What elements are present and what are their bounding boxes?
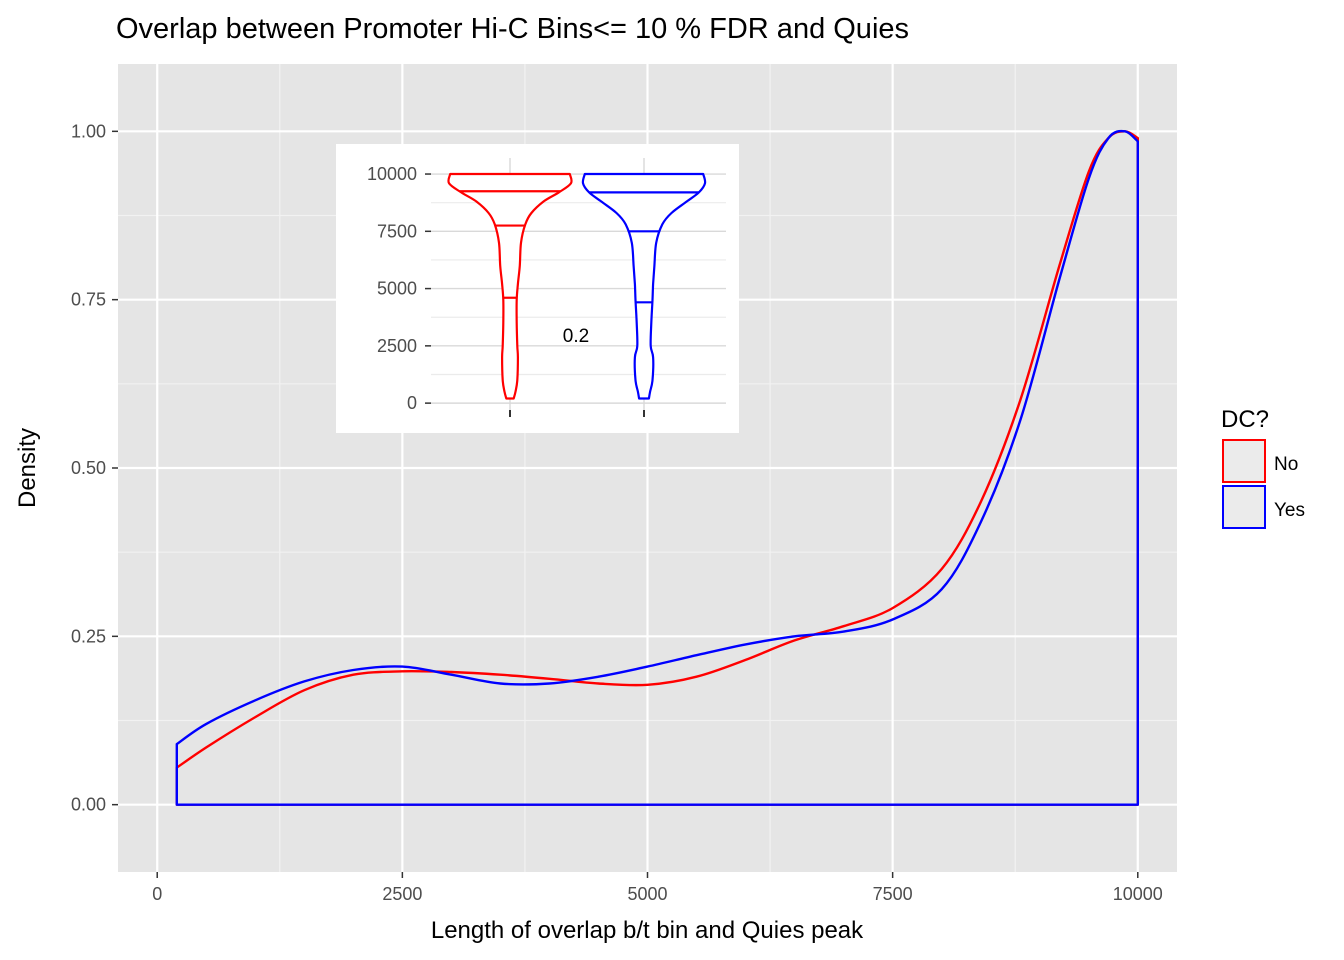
y-tick-label: 0.75	[71, 290, 106, 310]
legend-label-yes: Yes	[1274, 500, 1305, 521]
legend-entry-no: No	[1222, 439, 1298, 483]
legend-title: DC?	[1221, 406, 1269, 433]
y-tick-label: 0.25	[71, 626, 106, 646]
legend: DC? No Yes	[1221, 406, 1305, 529]
inset-y-tick-label: 10000	[367, 164, 417, 184]
density-curve-yes	[175, 129, 1139, 806]
axis-tick-labels: 0 2500 5000 7500 10000 0.00 0.25 0.50 0.75 1.00	[71, 121, 1163, 904]
inset-axis-ticks: 0 2500 5000 7500 10000	[367, 164, 645, 417]
y-tick-label: 0.50	[71, 458, 106, 478]
x-tick-label: 2500	[382, 884, 422, 904]
x-tick-label: 0	[152, 884, 162, 904]
inset-y-tick-label: 0	[407, 393, 417, 413]
density-curve-no	[175, 130, 1139, 806]
density-series	[175, 129, 1139, 806]
inset-annotation: 0.2	[563, 326, 589, 347]
legend-label-no: No	[1274, 454, 1298, 475]
inset-y-tick-label: 2500	[377, 336, 417, 356]
legend-key-no	[1222, 439, 1266, 483]
legend-entry-yes: Yes	[1222, 485, 1305, 529]
chart-title: Overlap between Promoter Hi-C Bins<= 10 …	[116, 13, 909, 45]
inset-violin-plot: 0 2500 5000 7500 10000 0.2	[336, 144, 739, 433]
y-tick-label: 0.00	[71, 795, 106, 815]
violin-no	[447, 172, 573, 400]
inset-violins	[447, 172, 707, 400]
y-tick-label: 1.00	[71, 121, 106, 141]
inset-y-tick-label: 5000	[377, 279, 417, 299]
violin-yes	[581, 172, 707, 400]
x-axis-title: Length of overlap b/t bin and Quies peak	[431, 917, 864, 944]
inset-y-tick-label: 7500	[377, 221, 417, 241]
legend-key-yes	[1222, 485, 1266, 529]
x-tick-label: 7500	[873, 884, 913, 904]
y-axis-title: Density	[14, 428, 41, 508]
x-tick-label: 5000	[627, 884, 667, 904]
x-tick-label: 10000	[1113, 884, 1163, 904]
